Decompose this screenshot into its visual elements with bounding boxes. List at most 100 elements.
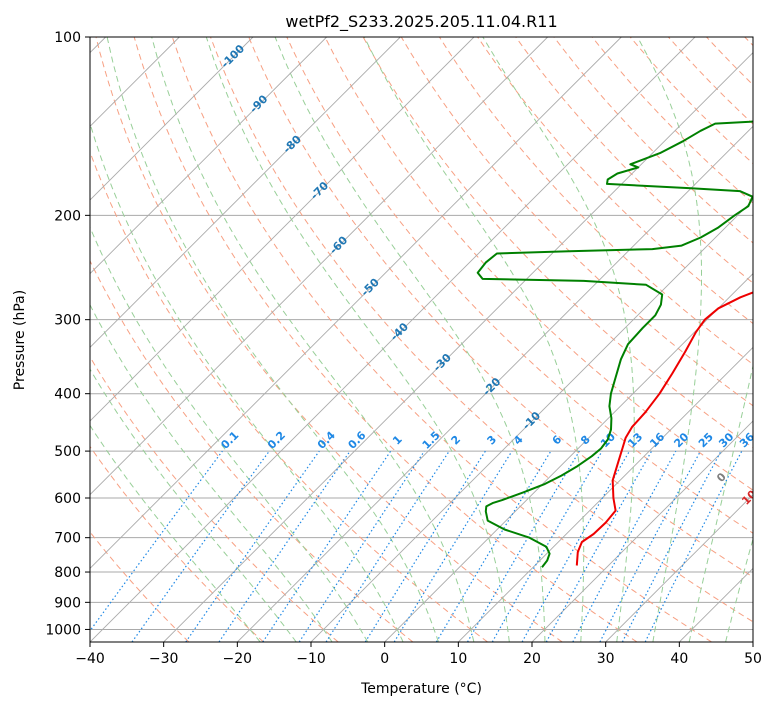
dry-adiabats <box>90 37 753 642</box>
moist-adiabat-line <box>90 424 261 642</box>
x-tick-label: 40 <box>670 651 688 667</box>
moist-adiabat-line <box>90 303 333 642</box>
chart-title: wetPf2_S233.2025.205.11.04.R11 <box>285 12 557 32</box>
y-tick-label: 800 <box>54 565 81 581</box>
isotherm-line <box>90 37 401 348</box>
x-tick-label: 30 <box>597 651 615 667</box>
mixing-ratio-line <box>298 450 425 642</box>
dry-adiabat-line <box>629 37 753 165</box>
isotherm-label: -70 <box>308 179 331 202</box>
mixing-ratio-label: 6 <box>550 433 565 448</box>
dry-adiabat-line <box>90 150 488 642</box>
mixing-ratio-label: 0.1 <box>218 429 241 452</box>
mixing-ratio-label: 0.6 <box>346 429 369 452</box>
isotherm-line <box>384 273 753 642</box>
mixing-ratio-label: 36 <box>737 430 757 450</box>
mixing-ratio-label: 3 <box>485 433 500 448</box>
isotherm-label: -90 <box>247 92 270 115</box>
x-tick-label: 20 <box>523 651 541 667</box>
mixing-ratio-label: 16 <box>647 430 667 450</box>
temperature-profile-line <box>575 291 753 566</box>
moist-adiabat-line <box>90 368 297 642</box>
y-tick-label: 600 <box>54 491 81 507</box>
mixing-ratio-label: 25 <box>696 430 716 450</box>
mixing-ratio-label: 2 <box>449 433 464 448</box>
isotherm-line <box>310 199 753 642</box>
isotherm-line <box>237 125 753 642</box>
moist-adiabat-line <box>205 37 510 642</box>
x-tick-label: 10 <box>449 651 467 667</box>
x-tick-label: 50 <box>744 651 762 667</box>
isotherm-label: -20 <box>480 375 503 398</box>
mixing-ratio-line <box>262 450 392 642</box>
isotherm-label: -10 <box>520 409 543 432</box>
moist-adiabat-line <box>274 37 546 642</box>
mixing-ratio-line <box>466 450 580 642</box>
mixing-ratio-line <box>218 450 351 642</box>
isotherm-label: -40 <box>388 320 411 343</box>
isotherm-line <box>531 420 753 642</box>
mixing-ratio-line <box>599 450 702 642</box>
mixing-ratio-label: 1.5 <box>420 429 443 452</box>
profile-series <box>476 120 753 568</box>
dry-adiabat-line <box>171 37 712 642</box>
plot-frame <box>89 36 754 643</box>
x-tick-label: −20 <box>223 651 253 667</box>
pressure-gridlines <box>90 37 753 630</box>
mixing-ratio-line <box>545 450 653 642</box>
x-tick-label: −10 <box>296 651 326 667</box>
moist-adiabat-label: 20 <box>756 508 775 528</box>
dry-adiabat-line <box>90 531 190 642</box>
x-tick-label: 0 <box>380 651 389 667</box>
y-tick-label: 200 <box>54 208 81 224</box>
mixing-ratio-line <box>393 450 513 642</box>
moist-adiabat-line <box>482 37 635 642</box>
mixing-ratio-label: 1 <box>390 433 405 448</box>
moist-adiabat-label: 10 <box>739 487 759 507</box>
y-tick-label: 100 <box>54 30 81 46</box>
dry-adiabat-line <box>591 37 753 204</box>
dry-adiabat-line <box>553 37 753 244</box>
mixing-ratio-line <box>435 450 552 642</box>
dry-adiabat-line <box>668 37 753 125</box>
moist-adiabats <box>90 37 753 642</box>
moist-adiabat-line <box>725 537 753 642</box>
isotherm-line <box>458 346 753 642</box>
isotherm-line <box>679 567 753 642</box>
dry-adiabat-line <box>515 37 753 284</box>
mixing-ratio-line <box>491 450 603 642</box>
isotherm-line <box>90 37 475 422</box>
moist-adiabat-line <box>151 37 475 642</box>
moist-adiabat-line <box>90 121 404 642</box>
moist-adiabat-line <box>106 37 439 642</box>
dry-adiabat-line <box>90 445 264 642</box>
dry-adiabat-line <box>400 37 753 407</box>
isotherm-label: -80 <box>281 133 304 156</box>
dry-adiabat-line <box>90 259 414 642</box>
y-tick-label: 300 <box>54 313 81 329</box>
dry-adiabat-line <box>90 355 339 642</box>
dry-adiabat-line <box>95 37 563 642</box>
isotherm-line <box>90 37 548 496</box>
mixing-ratio-label: 30 <box>716 430 736 450</box>
y-tick-label: 400 <box>54 387 81 403</box>
moist-adiabat-line <box>688 363 753 642</box>
moist-adiabat-line <box>363 37 585 642</box>
isotherm-label: -30 <box>431 351 454 374</box>
dewpoint-profile-line <box>476 120 753 568</box>
mixing-ratio-line <box>325 450 450 642</box>
y-tick-label: 700 <box>54 531 81 547</box>
dry-adiabat-line <box>324 37 753 491</box>
mixing-ratio-line <box>572 450 677 642</box>
y-tick-label: 1000 <box>45 622 81 638</box>
mixing-ratio-label: 0.4 <box>315 429 338 452</box>
x-tick-label: −30 <box>149 651 179 667</box>
isotherm-line <box>90 37 696 642</box>
moist-adiabat-label: 30 <box>759 545 775 565</box>
dry-adiabat-line <box>133 37 638 642</box>
isotherm-label: -100 <box>219 42 248 71</box>
mixing-ratio-lines <box>90 450 743 642</box>
isotherm-line <box>605 494 753 642</box>
dry-adiabat-line <box>706 37 753 86</box>
